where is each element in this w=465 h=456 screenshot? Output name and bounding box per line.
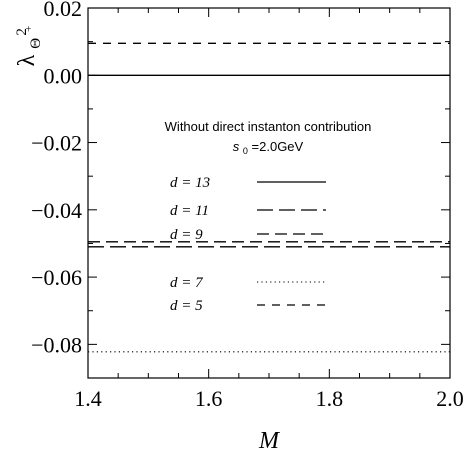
y-tick-label: 0.02 bbox=[44, 0, 83, 21]
y-axis-title-sub: Θ bbox=[28, 38, 44, 49]
legend: d = 13 d = 11 d = 9 d = 7 d = 5 bbox=[170, 175, 326, 314]
x-tick-label: 1.6 bbox=[195, 386, 223, 411]
y-axis-title-sup: 2 bbox=[14, 28, 30, 36]
y-tick-label: −0.08 bbox=[31, 332, 82, 357]
y-tick-label: −0.04 bbox=[31, 198, 82, 223]
x-tick-label: 1.8 bbox=[316, 386, 344, 411]
legend-label: d = 7 bbox=[170, 275, 204, 291]
annotation-threshold-rest: =2.0GeV bbox=[252, 139, 304, 154]
y-axis-title: λ Θ + 2 bbox=[12, 20, 46, 67]
legend-label: d = 11 bbox=[170, 203, 209, 219]
x-axis-title: M bbox=[258, 428, 281, 454]
x-tick-label: 1.4 bbox=[74, 386, 102, 411]
annotation-threshold-sub: 0 bbox=[243, 146, 248, 156]
legend-label: d = 5 bbox=[170, 298, 203, 314]
legend-label: d = 9 bbox=[170, 227, 203, 243]
y-axis: −0.08 −0.06 −0.04 −0.02 0.00 0.02 bbox=[31, 0, 450, 379]
y-axis-title-subsup: + bbox=[23, 26, 35, 32]
y-tick-label: 0.00 bbox=[44, 63, 83, 88]
annotation-threshold: s 0 =2.0GeV bbox=[233, 139, 304, 157]
annotation-title: Without direct instanton contribution bbox=[165, 119, 372, 134]
y-tick-label: −0.06 bbox=[31, 265, 82, 290]
x-axis: 1.4 1.6 1.8 2.0 bbox=[74, 8, 464, 411]
chart-marks bbox=[88, 42, 450, 353]
y-axis-title-base: λ bbox=[14, 54, 40, 66]
annotation-threshold-s: s bbox=[233, 139, 240, 154]
legend-label: d = 13 bbox=[170, 175, 210, 191]
x-tick-label: 2.0 bbox=[436, 386, 464, 411]
y-tick-label: −0.02 bbox=[31, 131, 82, 156]
plot-frame bbox=[87, 7, 451, 379]
